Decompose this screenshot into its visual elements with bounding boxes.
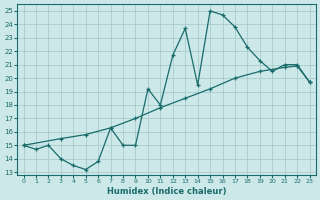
X-axis label: Humidex (Indice chaleur): Humidex (Indice chaleur) — [107, 187, 226, 196]
